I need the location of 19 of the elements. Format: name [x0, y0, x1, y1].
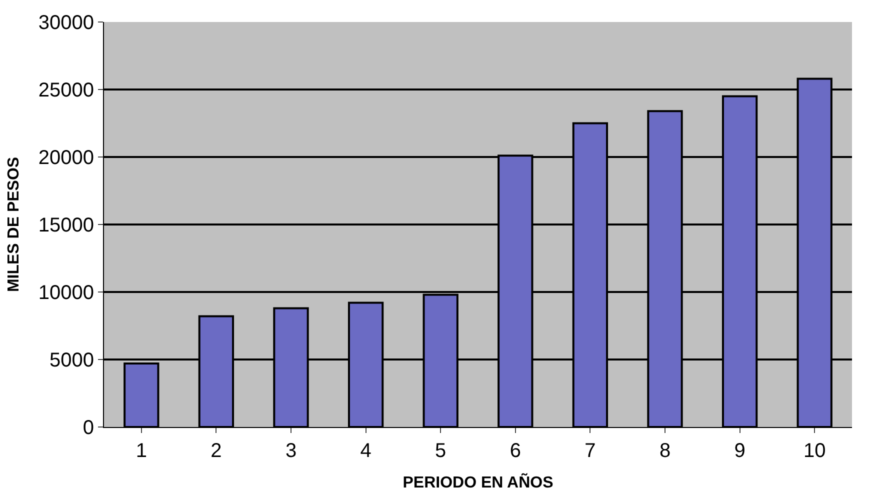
x-tick-label: 2 [210, 440, 222, 462]
x-tick-label: 6 [510, 440, 521, 462]
x-axis-title: PERIODO EN AÑOS [402, 472, 554, 492]
y-tick-label: 30000 [38, 12, 94, 34]
y-tick-label: 0 [82, 417, 94, 439]
y-tick-label: 15000 [38, 214, 94, 236]
x-tick-label: 9 [734, 440, 746, 462]
y-tick-label: 10000 [38, 282, 94, 304]
x-tick-label: 3 [285, 440, 297, 462]
y-axis-title: MILES DE PESOS [5, 156, 22, 292]
y-tick-label: 5000 [50, 350, 94, 372]
y-tick-label: 25000 [38, 80, 94, 102]
x-tick-label: 1 [136, 440, 147, 462]
x-tick-label: 4 [360, 440, 372, 462]
x-tick-label: 5 [435, 440, 446, 462]
x-tick-label: 8 [659, 440, 671, 462]
y-tick-label: 20000 [38, 147, 94, 169]
x-tick-label: 10 [803, 440, 826, 462]
x-tick-label: 7 [584, 440, 596, 462]
